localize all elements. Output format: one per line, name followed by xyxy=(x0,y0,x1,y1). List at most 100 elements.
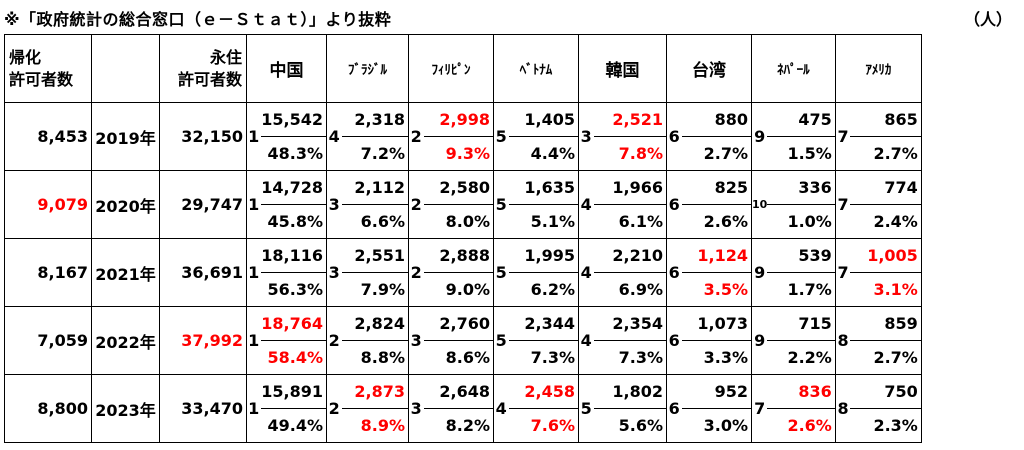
country-percent: 2.7% xyxy=(850,340,922,375)
country-rank: 4 xyxy=(326,102,342,171)
country-count: 2,112 xyxy=(341,170,409,205)
country-percent: 7.2% xyxy=(341,136,409,171)
country-count: 880 xyxy=(681,102,752,137)
country-rank: 6 xyxy=(666,238,682,307)
country-percent: 2.6% xyxy=(681,204,752,239)
country-percent: 3.3% xyxy=(681,340,752,375)
header-year-blank xyxy=(91,34,160,103)
country-rank: 3 xyxy=(326,170,342,239)
table-row: 8,453 2019年 32,150 1 15,542 4 2,318 2 2,998 5 1,40… xyxy=(4,102,922,171)
table-row: 9,079 2020年 29,747 1 14,728 3 2,112 2 2,580 5 1,63… xyxy=(4,170,922,239)
country-rank: 3 xyxy=(408,374,424,443)
country-rank: 1 xyxy=(246,238,261,307)
country-rank: 2 xyxy=(326,374,342,443)
country-rank: 9 xyxy=(751,306,768,375)
country-percent: 7.3% xyxy=(593,340,667,375)
country-rank: 5 xyxy=(578,374,594,443)
country-rank: 7 xyxy=(751,374,768,443)
country-percent: 2.4% xyxy=(850,204,922,239)
country-percent: 9.0% xyxy=(423,272,494,307)
year-label: 2020年 xyxy=(91,170,160,239)
country-rank: 3 xyxy=(578,102,594,171)
country-count: 2,318 xyxy=(341,102,409,137)
country-percent: 49.4% xyxy=(260,408,327,443)
table-row: 8,800 2023年 33,470 1 15,891 2 2,873 3 2,648 4 2,45… xyxy=(4,374,922,443)
country-count: 2,998 xyxy=(423,102,494,137)
country-count: 14,728 xyxy=(260,170,327,205)
country-rank: 2 xyxy=(408,238,424,307)
country-rank: 1 xyxy=(246,102,261,171)
country-count: 2,824 xyxy=(341,306,409,341)
country-count: 2,210 xyxy=(593,238,667,273)
country-percent: 48.3% xyxy=(260,136,327,171)
country-count: 1,802 xyxy=(593,374,667,409)
country-count: 2,344 xyxy=(508,306,579,341)
country-count: 2,458 xyxy=(508,374,579,409)
country-count: 750 xyxy=(850,374,922,409)
country-count: 2,888 xyxy=(423,238,494,273)
naturalization-count: 9,079 xyxy=(4,170,92,239)
country-percent: 8.6% xyxy=(423,340,494,375)
country-percent: 2.2% xyxy=(767,340,836,375)
header-country-usa: ｱﾒﾘｶ xyxy=(834,34,922,103)
country-rank: 6 xyxy=(666,306,682,375)
year-label: 2023年 xyxy=(91,374,160,443)
country-percent: 3.1% xyxy=(850,272,922,307)
permanent-count: 36,691 xyxy=(159,238,247,307)
table-row-percent: 49.4% 8.9% 8.2% 7.6% 5.6% 3.0% 2.6% 2.3% xyxy=(5,408,922,443)
country-percent: 8.9% xyxy=(341,408,409,443)
country-percent: 8.2% xyxy=(423,408,494,443)
header-naturalization-line2: 許可者数 xyxy=(9,69,74,89)
country-count: 1,005 xyxy=(850,238,922,273)
country-percent: 1.7% xyxy=(767,272,836,307)
naturalization-count: 8,167 xyxy=(4,238,92,307)
header-country-nepal: ﾈﾊﾟｰﾙ xyxy=(751,34,836,103)
country-count: 1,995 xyxy=(508,238,579,273)
country-rank: 2 xyxy=(408,102,424,171)
header-country-china: 中国 xyxy=(246,34,327,103)
country-rank: 8 xyxy=(834,306,851,375)
country-percent: 3.5% xyxy=(681,272,752,307)
country-count: 2,354 xyxy=(593,306,667,341)
country-count: 1,124 xyxy=(681,238,752,273)
country-rank: 3 xyxy=(408,306,424,375)
country-count: 18,116 xyxy=(260,238,327,273)
country-count: 1,635 xyxy=(508,170,579,205)
country-count: 859 xyxy=(850,306,922,341)
country-count: 2,521 xyxy=(593,102,667,137)
unit-label: （人） xyxy=(963,10,1012,29)
country-rank: 4 xyxy=(578,238,594,307)
country-count: 715 xyxy=(767,306,836,341)
country-count: 825 xyxy=(681,170,752,205)
country-percent: 2.7% xyxy=(850,136,922,171)
country-rank: 7 xyxy=(834,238,851,307)
country-rank: 7 xyxy=(834,170,851,239)
country-count: 15,891 xyxy=(260,374,327,409)
header-permanent: 永住 許可者数 xyxy=(159,34,247,103)
country-rank: 1 xyxy=(246,306,261,375)
permanent-count: 37,992 xyxy=(159,306,247,375)
country-percent: 8.8% xyxy=(341,340,409,375)
country-count: 1,073 xyxy=(681,306,752,341)
country-percent: 56.3% xyxy=(260,272,327,307)
country-count: 2,580 xyxy=(423,170,494,205)
country-rank: 5 xyxy=(493,102,509,171)
country-rank: 2 xyxy=(326,306,342,375)
country-count: 2,551 xyxy=(341,238,409,273)
header-naturalization-line1: 帰化 xyxy=(9,47,42,67)
country-rank: 1 xyxy=(246,170,261,239)
country-rank: 3 xyxy=(326,238,342,307)
country-count: 865 xyxy=(850,102,922,137)
country-count: 836 xyxy=(767,374,836,409)
country-count: 2,648 xyxy=(423,374,494,409)
country-rank: 9 xyxy=(751,238,768,307)
country-rank: 8 xyxy=(834,374,851,443)
country-count: 18,764 xyxy=(260,306,327,341)
country-rank: 4 xyxy=(493,374,509,443)
page-title: ※「政府統計の総合窓口（ｅ－Ｓｔａｔ）」より抜粋 xyxy=(4,10,392,29)
table-row: 7,059 2022年 37,992 1 18,764 2 2,824 3 2,760 5 2,34… xyxy=(4,306,922,375)
country-rank: 6 xyxy=(666,374,682,443)
country-count: 1,405 xyxy=(508,102,579,137)
country-rank: 7 xyxy=(834,102,851,171)
header-country-philippines: ﾌｨﾘﾋﾟﾝ xyxy=(408,34,494,103)
